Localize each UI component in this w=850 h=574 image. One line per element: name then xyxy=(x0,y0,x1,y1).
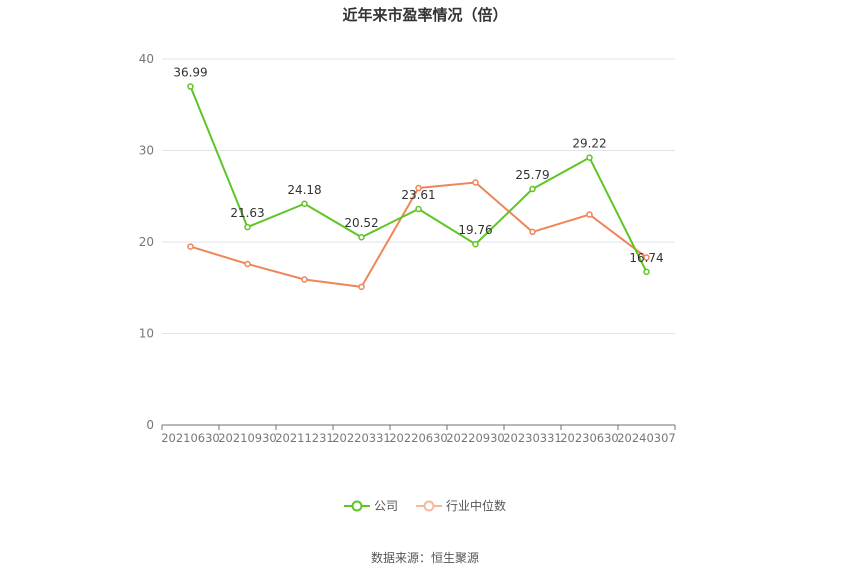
y-tick-label: 30 xyxy=(139,144,154,158)
data-point-median xyxy=(415,184,422,192)
data-label-company: 20.52 xyxy=(344,216,378,230)
data-label-company: 23.61 xyxy=(401,188,435,202)
series-layer xyxy=(187,83,650,291)
data-label-company: 36.99 xyxy=(173,66,207,80)
chart-title: 近年来市盈率情况（倍） xyxy=(342,6,508,24)
y-tick-label: 10 xyxy=(139,327,154,341)
x-tick-label: 20220331 xyxy=(332,431,391,445)
data-point-median xyxy=(586,211,593,218)
data-point-company xyxy=(472,240,479,248)
data-point-company xyxy=(586,154,593,161)
data-point-median xyxy=(301,276,308,283)
data-point-company xyxy=(358,233,365,241)
x-tick-label: 20220930 xyxy=(446,431,505,445)
data-label-company: 21.63 xyxy=(230,206,264,220)
data-label-company: 24.18 xyxy=(287,183,321,197)
legend-median-marker-icon xyxy=(416,500,442,511)
x-tick-label: 20210630 xyxy=(161,431,220,445)
data-point-median xyxy=(358,283,365,291)
series-line-company xyxy=(189,86,648,273)
grid-layer xyxy=(162,58,675,334)
data-point-median xyxy=(529,228,536,236)
data-point-company xyxy=(415,205,422,213)
data-label-company: 19.76 xyxy=(458,223,492,237)
data-point-median xyxy=(643,254,650,261)
x-tick-label: 20210930 xyxy=(218,431,277,445)
data-label-company: 16.74 xyxy=(629,251,663,265)
legend: 公司 行业中位数 xyxy=(0,497,850,514)
data-point-company xyxy=(529,185,536,193)
y-tick-label: 0 xyxy=(146,418,154,432)
y-tick-label: 20 xyxy=(139,235,154,249)
data-point-median xyxy=(472,179,479,186)
x-tick-label: 20230331 xyxy=(503,431,562,445)
data-point-median xyxy=(244,260,251,268)
legend-company-marker-icon xyxy=(343,500,370,511)
x-tick-label: 20230630 xyxy=(560,431,619,445)
legend-item-company[interactable]: 公司 xyxy=(343,497,398,514)
data-label-company: 29.22 xyxy=(572,137,606,151)
label-layer: 36.99 21.63 24.18 20.52 23.61 19.76 25.79 29.22… xyxy=(173,66,663,265)
x-tick-label: 20220630 xyxy=(389,431,448,445)
axis-layer: 0 10 20 30 40 2021063020210930202112312022033… xyxy=(139,52,676,445)
data-point-company xyxy=(244,223,251,231)
source-note: 数据来源：恒生聚源 xyxy=(370,551,479,565)
data-point-company xyxy=(187,83,194,90)
data-label-company: 25.79 xyxy=(515,168,549,182)
legend-label-median: 行业中位数 xyxy=(446,499,507,513)
legend-label-company: 公司 xyxy=(373,499,398,513)
legend-item-median[interactable]: 行业中位数 xyxy=(416,497,506,514)
data-point-median xyxy=(187,243,194,250)
data-point-company xyxy=(301,200,308,208)
data-point-company xyxy=(643,268,650,276)
x-tick-label: 20240307 xyxy=(617,431,676,445)
x-tick-label: 20211231 xyxy=(275,431,334,445)
y-tick-label: 40 xyxy=(139,52,154,66)
